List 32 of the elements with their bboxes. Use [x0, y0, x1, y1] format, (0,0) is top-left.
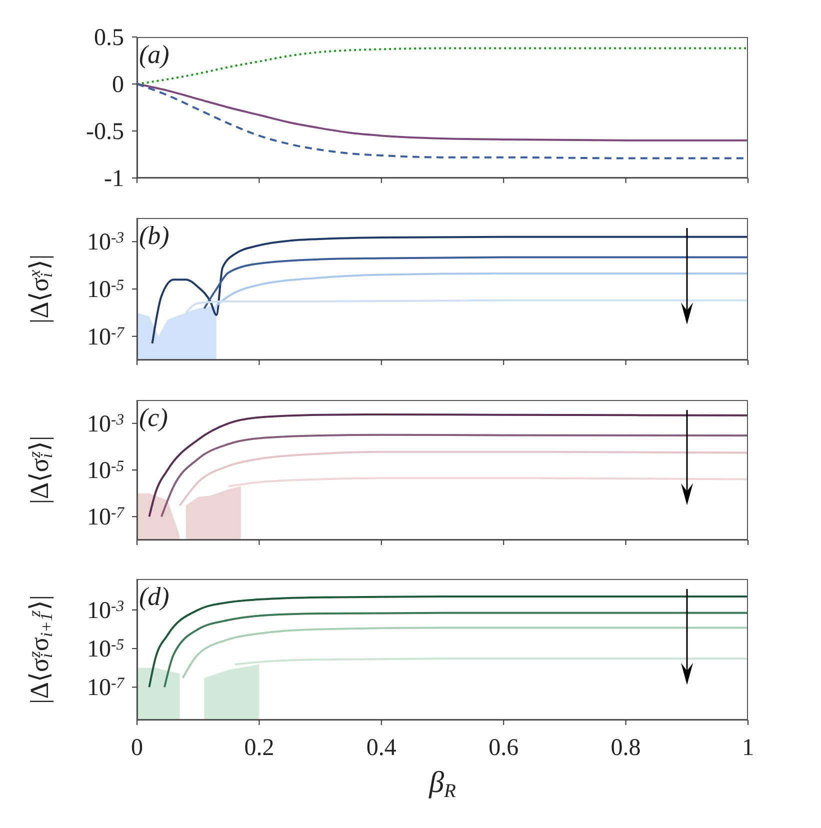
y-tick-label: 0.5 [94, 25, 124, 51]
x-axis-title: β$_{R}$ [428, 766, 456, 802]
y-tick-label: 10$^{-3}$ [87, 598, 124, 624]
x-tick-label: 0.8 [610, 735, 641, 761]
y-tick-label: 0 [112, 72, 124, 98]
y-tick-label: -0.5 [86, 119, 124, 145]
y-tick-label: 10$^{-7}$ [87, 324, 126, 350]
y-tick-label: 10$^{-5}$ [87, 458, 124, 484]
line-series [163, 612, 748, 688]
x-tick-label: 1 [742, 735, 754, 761]
line-series [203, 256, 748, 310]
line-series [182, 626, 748, 679]
line-series [178, 450, 748, 507]
y-tick-label: -1 [104, 166, 124, 192]
annotation: (c) [139, 403, 168, 432]
annotation: (b) [139, 221, 170, 250]
line-series [215, 272, 748, 307]
y-tick-label: 10$^{-5}$ [87, 276, 124, 303]
y-tick-label: 10$^{-7}$ [87, 504, 126, 531]
annotation: (d) [139, 582, 170, 611]
x-tick-label: 0.2 [244, 735, 274, 761]
x-tick-label: 0 [131, 735, 143, 761]
line-series [137, 47, 748, 85]
y-tick-label: 10$^{-7}$ [87, 675, 126, 702]
y-tick-label: 10$^{-3}$ [87, 411, 124, 438]
y-tick-label: 10$^{-3}$ [87, 229, 124, 256]
x-tick-label: 0.6 [488, 735, 519, 761]
line-series [160, 434, 748, 518]
y-tick-label: 10$^{-5}$ [87, 636, 124, 663]
x-tick-label: 0.4 [366, 735, 396, 761]
line-series [137, 83, 748, 142]
annotation: (a) [139, 40, 170, 69]
